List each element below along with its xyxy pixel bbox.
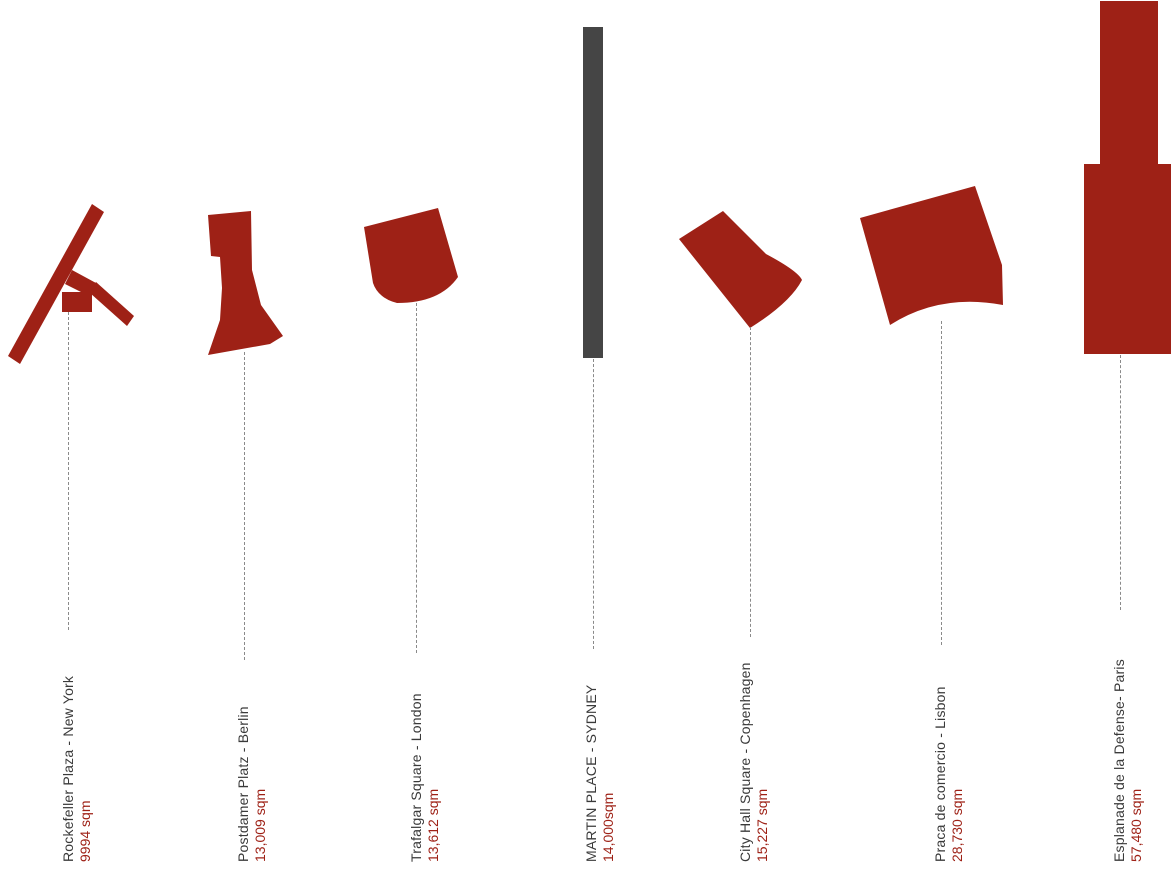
plaza-area: 57,480 sqm — [1128, 788, 1144, 862]
plaza-area: 13,612 sqm — [425, 788, 441, 862]
plaza-name: Trafalgar Square - London — [408, 693, 424, 862]
plaza-area: 14,000sqm — [600, 792, 616, 862]
leader-line-trafalgar — [416, 303, 417, 653]
leader-line-martin-place — [593, 359, 594, 649]
leader-line-praca — [941, 321, 942, 645]
leader-line-rockefeller — [68, 312, 69, 630]
label-postdamer: Postdamer Platz - Berlin 13,009 sqm — [235, 706, 269, 862]
footprint-cityhall — [679, 211, 802, 328]
label-martin-place: MARTIN PLACE - SYDNEY 14,000sqm — [583, 685, 617, 862]
plaza-name: Postdamer Platz - Berlin — [235, 706, 251, 862]
footprint-postdamer — [208, 211, 283, 355]
plaza-name: Esplanade de la Defense- Paris — [1111, 659, 1127, 862]
footprint-praca — [860, 186, 1003, 325]
plaza-area: 9994 sqm — [77, 800, 93, 862]
plaza-name: Praca de comercio - Lisbon — [932, 686, 948, 862]
leader-line-postdamer — [244, 352, 245, 660]
footprint-martin-place — [583, 27, 603, 358]
leader-line-cityhall — [750, 327, 751, 637]
footprint-trafalgar — [364, 208, 458, 303]
plaza-name: Rockefeller Plaza - New York — [60, 675, 76, 862]
label-praca: Praca de comercio - Lisbon 28,730 sqm — [932, 686, 966, 862]
label-rockefeller: Rockefeller Plaza - New York 9994 sqm — [60, 676, 94, 862]
plaza-name: City Hall Square - Copenhagen — [737, 662, 753, 862]
label-esplanade: Esplanade de la Defense- Paris 57,480 sq… — [1111, 659, 1145, 862]
footprint-rockefeller — [8, 204, 134, 364]
label-cityhall: City Hall Square - Copenhagen 15,227 sqm — [737, 662, 771, 862]
plaza-area: 13,009 sqm — [252, 788, 268, 862]
plaza-name: MARTIN PLACE - SYDNEY — [583, 684, 599, 862]
label-trafalgar: Trafalgar Square - London 13,612 sqm — [408, 693, 442, 862]
plaza-area: 15,227 sqm — [754, 788, 770, 862]
leader-line-esplanade — [1120, 355, 1121, 610]
plaza-area: 28,730 sqm — [949, 788, 965, 862]
footprint-esplanade — [1084, 1, 1171, 354]
